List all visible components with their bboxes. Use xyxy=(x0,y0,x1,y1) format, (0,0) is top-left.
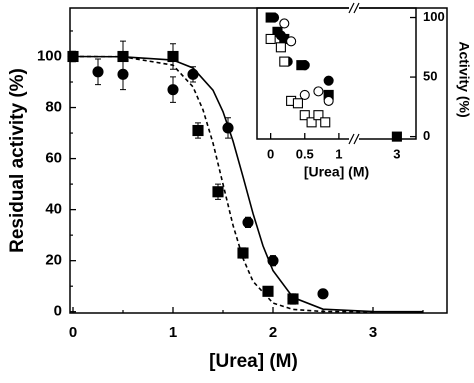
y-tick-label: 60 xyxy=(45,150,62,167)
data-point xyxy=(323,75,334,86)
plot-frame xyxy=(69,7,448,314)
data-point xyxy=(292,98,303,109)
data-point xyxy=(306,117,317,128)
fit-curve xyxy=(72,55,424,313)
x-tick-label: 3 xyxy=(369,324,377,341)
fit-curve xyxy=(72,55,374,313)
data-point xyxy=(323,95,334,106)
data-point xyxy=(313,86,324,97)
axis-break xyxy=(348,2,360,145)
data-point xyxy=(269,12,280,23)
x-tick-label: 2 xyxy=(269,324,277,341)
data-point xyxy=(212,186,224,198)
data-point xyxy=(279,56,290,67)
data-point xyxy=(320,117,331,128)
data-point xyxy=(275,42,286,53)
y-tick-label: 40 xyxy=(45,201,62,218)
x-tick-label: 0.5 xyxy=(296,146,314,161)
data-point xyxy=(313,110,324,121)
data-point xyxy=(279,18,290,29)
x-axis-title: [Urea] (M) xyxy=(209,351,298,372)
data-point xyxy=(167,84,179,96)
y-axis-title: Residual activity (%) xyxy=(7,68,28,253)
data-point xyxy=(391,131,402,142)
data-point xyxy=(242,216,254,228)
x-tick-label: 0 xyxy=(69,324,77,341)
data-point xyxy=(265,33,276,45)
y-tick-label: 50 xyxy=(423,69,437,84)
data-point xyxy=(92,66,104,78)
y-tick-label: 0 xyxy=(423,128,430,143)
data-point xyxy=(299,89,310,100)
x-tick-label: 1 xyxy=(169,324,177,341)
data-point xyxy=(317,288,329,300)
y-tick-label: 0 xyxy=(54,303,62,320)
data-point xyxy=(237,247,249,259)
x-tick-label: 3 xyxy=(393,146,400,161)
data-point xyxy=(167,50,179,63)
data-point xyxy=(299,60,310,71)
y-axis-title: Activity (%) xyxy=(456,41,472,117)
data-point xyxy=(262,285,274,297)
data-point xyxy=(286,36,297,47)
x-tick-label: 1 xyxy=(335,146,342,161)
x-axis-title: [Urea] (M) xyxy=(304,164,369,180)
data-point xyxy=(299,110,310,121)
plot-frame xyxy=(256,7,417,140)
y-tick-label: 100 xyxy=(37,47,62,64)
y-tick-label: 80 xyxy=(45,99,62,116)
y-tick-label: 100 xyxy=(423,9,445,24)
y-tick-label: 20 xyxy=(45,252,62,269)
x-tick-label: 0 xyxy=(267,146,274,161)
data-point xyxy=(275,30,286,41)
data-point xyxy=(192,124,204,137)
